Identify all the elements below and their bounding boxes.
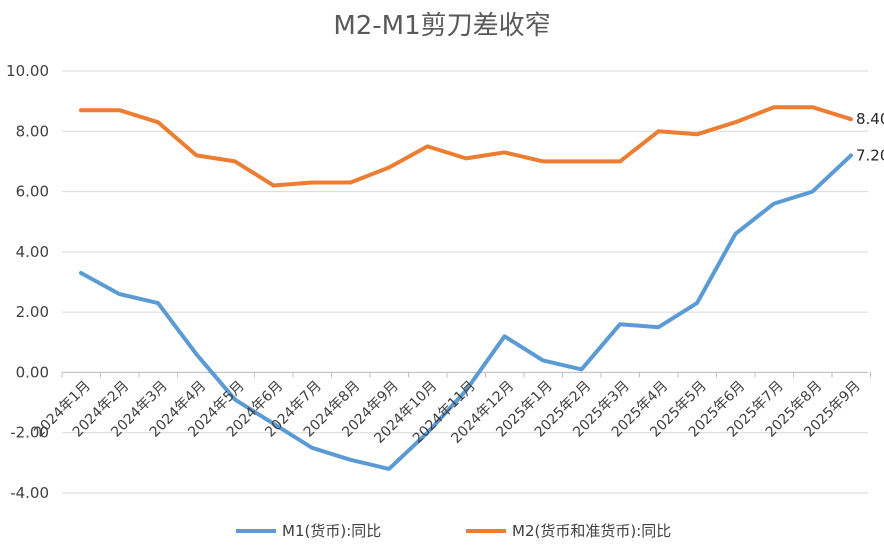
y-tick-label: 8.00 (16, 122, 49, 140)
legend-label-2: M2(货币和准货币):同比 (512, 522, 671, 540)
legend: M1(货币):同比 M2(货币和准货币):同比 (236, 522, 671, 540)
chart-title: M2-M1剪刀差收窄 (333, 11, 550, 41)
series-line-2 (79, 105, 853, 188)
data-label: 8.40 (856, 110, 884, 128)
x-axis-tick-labels: 2024年1月2024年2月2024年3月2024年4月2024年5月2024年… (31, 378, 864, 447)
legend-label-1: M1(货币):同比 (282, 522, 381, 540)
y-tick-label: 4.00 (16, 243, 49, 261)
y-tick-label: 2.00 (16, 303, 49, 321)
data-label: 7.20 (856, 146, 884, 164)
y-tick-label: 6.00 (16, 183, 49, 201)
y-tick-label: -2.00 (10, 424, 49, 442)
y-tick-label: 0.00 (16, 363, 49, 381)
y-tick-label: 10.00 (6, 62, 49, 80)
y-axis-tick-labels: -4.00 -2.00 0.00 2.00 4.00 6.00 8.00 10.00 (6, 62, 49, 502)
y-tick-label: -4.00 (10, 484, 49, 502)
gridlines (61, 70, 871, 494)
data-labels: 7.20 8.40 (856, 110, 884, 164)
series-lines (79, 105, 853, 471)
series-line-1 (79, 153, 853, 471)
